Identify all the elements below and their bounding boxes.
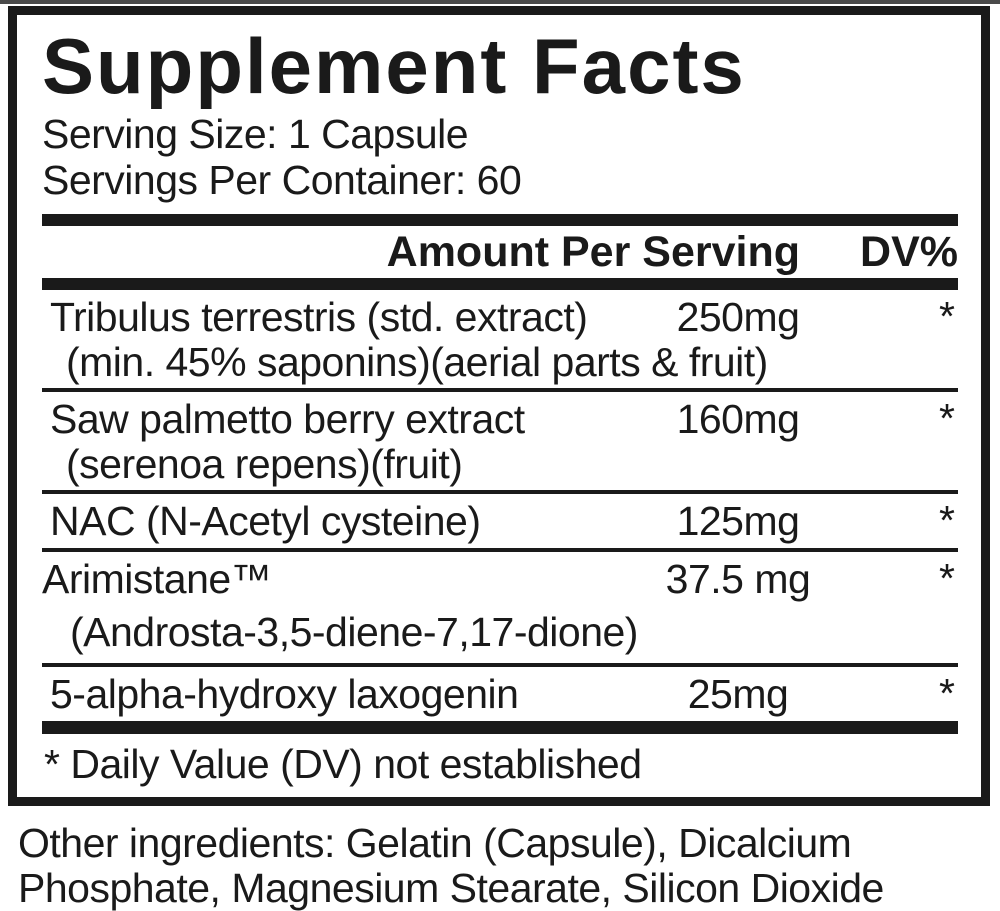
ingredient-row-saw-palmetto: Saw palmetto berry extract 160mg * (sere… — [42, 392, 958, 494]
scan-edge-line — [0, 0, 1000, 4]
divider-thick-top — [42, 213, 958, 226]
other-ingredients-text: Other ingredients: Gelatin (Capsule), Di… — [18, 819, 1000, 911]
ingredient-row-laxogenin: 5-alpha-hydroxy laxogenin 25mg * — [42, 667, 958, 721]
column-header-row: Amount Per Serving DV% — [42, 226, 958, 278]
ingredient-name: NAC (N-Acetyl cysteine) — [50, 497, 481, 544]
ingredient-amount: 125mg — [676, 497, 800, 544]
other-ingredients-line-2: Phosphate, Magnesium Stearate, Silicon D… — [18, 864, 884, 911]
ingredient-row-tribulus: Tribulus terrestris (std. extract) 250mg… — [42, 290, 958, 392]
ingredient-detail: (serenoa repens)(fruit) — [66, 440, 463, 487]
ingredient-detail: (min. 45% saponins)(aerial parts & fruit… — [66, 338, 768, 385]
supplement-facts-panel: Supplement Facts Serving Size: 1 Capsule… — [8, 6, 990, 806]
servings-per-container-line: Servings Per Container: 60 — [42, 156, 522, 203]
ingredient-name: 5-alpha-hydroxy laxogenin — [50, 670, 519, 717]
panel-title: Supplement Facts — [42, 22, 746, 110]
ingredient-row-arimistane: Arimistane™ 37.5 mg * (Androsta-3,5-dien… — [42, 552, 958, 667]
amount-per-serving-header: Amount Per Serving — [386, 227, 800, 276]
ingredient-amount: 37.5 mg — [665, 555, 811, 602]
ingredient-dv: * — [939, 669, 955, 716]
dv-percent-header: DV% — [860, 227, 958, 276]
ingredient-amount: 160mg — [676, 395, 800, 442]
other-ingredients-line-1: Other ingredients: Gelatin (Capsule), Di… — [18, 819, 852, 866]
ingredient-row-nac: NAC (N-Acetyl cysteine) 125mg * — [42, 494, 958, 552]
ingredient-dv: * — [939, 496, 955, 543]
ingredient-name: Tribulus terrestris (std. extract) — [50, 293, 588, 340]
divider-thick-mid — [42, 277, 958, 290]
ingredient-name: Arimistane™ — [42, 555, 272, 602]
divider-thick-bottom — [42, 720, 958, 734]
ingredient-amount: 25mg — [687, 670, 789, 717]
ingredient-dv: * — [939, 394, 955, 441]
ingredient-dv: * — [939, 292, 955, 339]
daily-value-footnote: * Daily Value (DV) not established — [44, 740, 642, 787]
ingredient-name: Saw palmetto berry extract — [50, 395, 525, 442]
ingredient-detail: (Androsta-3,5-diene-7,17-dione) — [70, 608, 638, 655]
ingredient-dv: * — [939, 554, 955, 601]
ingredient-amount: 250mg — [676, 293, 800, 340]
serving-size-line: Serving Size: 1 Capsule — [42, 110, 469, 157]
